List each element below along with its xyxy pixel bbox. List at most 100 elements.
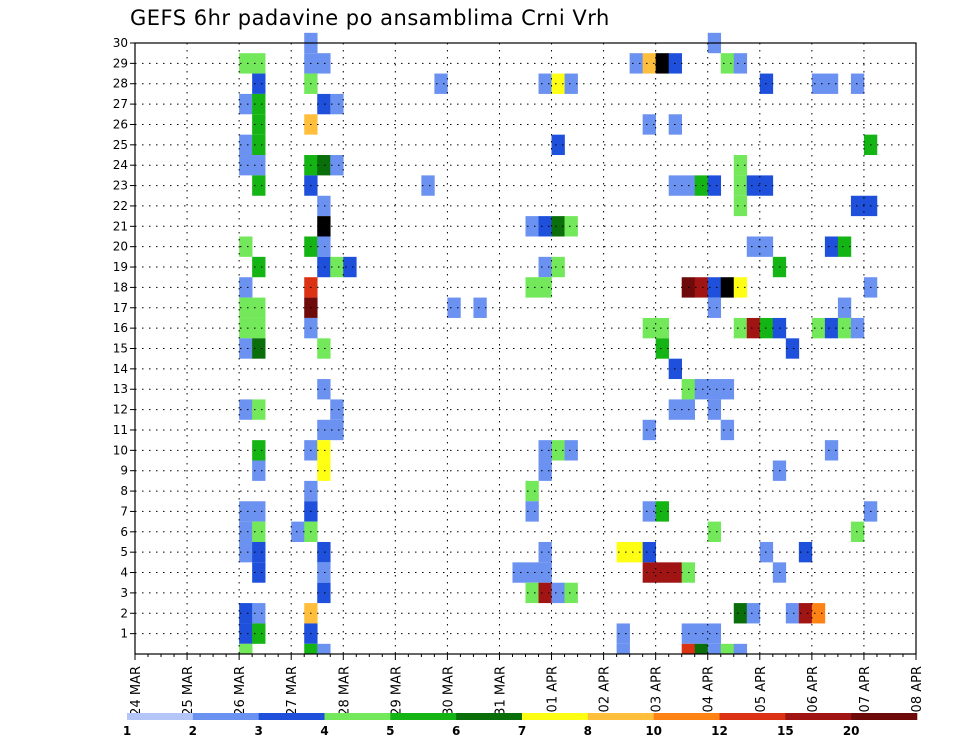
heatmap-cell bbox=[252, 155, 266, 176]
x-tick-label: 31 MAR bbox=[493, 666, 508, 716]
y-tick-label: 1 bbox=[120, 627, 128, 641]
heatmap-cell bbox=[538, 277, 552, 298]
heatmap-cell bbox=[421, 175, 435, 196]
heatmap-cell bbox=[252, 73, 266, 94]
legend-swatch bbox=[324, 713, 391, 720]
heatmap-cell bbox=[252, 562, 266, 583]
heatmap-cell bbox=[642, 541, 656, 563]
legend-swatch bbox=[851, 713, 918, 720]
y-tick-label: 4 bbox=[120, 566, 128, 580]
heatmap-cell bbox=[642, 419, 656, 441]
heatmap-cell bbox=[239, 623, 253, 644]
heatmap-cell bbox=[733, 603, 748, 624]
legend-label: 6 bbox=[452, 724, 460, 738]
y-tick-label: 6 bbox=[120, 525, 128, 539]
heatmap-cell bbox=[239, 521, 253, 542]
heatmap-cell bbox=[694, 175, 709, 196]
x-tick-label: 24 MAR bbox=[129, 666, 144, 716]
heatmap-cell bbox=[239, 236, 253, 257]
heatmap-cell bbox=[642, 562, 656, 583]
heatmap-cell bbox=[551, 440, 565, 461]
heatmap-cell bbox=[746, 603, 761, 624]
heatmap-cell bbox=[707, 175, 722, 196]
heatmap-cell bbox=[317, 256, 331, 278]
heatmap-cell bbox=[551, 134, 565, 156]
heatmap-cell bbox=[330, 93, 344, 115]
y-tick-label: 27 bbox=[113, 97, 128, 111]
heatmap-cell bbox=[746, 175, 761, 196]
heatmap-cell bbox=[538, 582, 552, 604]
heatmap-cell bbox=[252, 541, 266, 563]
heatmap-cell bbox=[655, 317, 669, 339]
heatmap-cell bbox=[330, 155, 344, 176]
heatmap-cell bbox=[525, 501, 539, 522]
heatmap-cell bbox=[239, 603, 253, 624]
heatmap-cell bbox=[317, 643, 331, 654]
legend-label: 4 bbox=[320, 724, 328, 738]
legend-label: 1 bbox=[123, 724, 131, 738]
heatmap-cell bbox=[317, 338, 331, 359]
heatmap-cell bbox=[837, 317, 852, 339]
y-tick-label: 11 bbox=[113, 423, 128, 437]
heatmap-cell bbox=[837, 236, 852, 257]
legend-swatch bbox=[785, 713, 852, 720]
x-tick-label: 06 APR bbox=[806, 666, 821, 712]
heatmap-cell bbox=[317, 93, 331, 115]
heatmap-cell bbox=[733, 175, 748, 196]
y-tick-label: 14 bbox=[113, 362, 128, 376]
legend-swatch bbox=[456, 713, 523, 720]
heatmap-cell bbox=[252, 399, 266, 420]
heatmap-cell bbox=[707, 277, 722, 298]
legend-swatch bbox=[653, 713, 720, 720]
y-tick-label: 3 bbox=[120, 586, 128, 600]
heatmap-cell bbox=[694, 379, 709, 400]
y-tick-label: 21 bbox=[113, 219, 128, 233]
heatmap-cell bbox=[252, 134, 266, 156]
x-tick-label: 28 MAR bbox=[337, 666, 352, 716]
x-tick-label: 04 APR bbox=[702, 666, 717, 712]
legend-swatch bbox=[258, 713, 325, 720]
y-tick-label: 13 bbox=[113, 382, 128, 396]
heatmap-cell bbox=[538, 541, 552, 563]
heatmap-cell bbox=[239, 277, 253, 298]
heatmap-cell bbox=[317, 236, 331, 257]
y-tick-label: 17 bbox=[113, 301, 128, 315]
heatmap-cell bbox=[317, 195, 331, 217]
heatmap-cell bbox=[538, 73, 552, 94]
heatmap-cell bbox=[811, 317, 826, 339]
y-tick-label: 8 bbox=[120, 484, 128, 498]
heatmap-cell bbox=[551, 216, 565, 237]
x-tick-label: 03 APR bbox=[650, 666, 665, 712]
heatmap-cell bbox=[850, 73, 865, 94]
y-tick-label: 23 bbox=[113, 179, 128, 193]
heatmap-cell bbox=[317, 562, 331, 583]
heatmap-cell bbox=[707, 623, 722, 644]
heatmap-cell bbox=[694, 643, 709, 654]
heatmap-cell bbox=[564, 73, 578, 94]
heatmap-cell bbox=[798, 603, 813, 624]
heatmap-cell bbox=[447, 297, 461, 318]
heatmap-cell bbox=[811, 603, 826, 624]
y-tick-label: 18 bbox=[113, 280, 128, 294]
heatmap-cell bbox=[252, 53, 266, 74]
heatmap-cell bbox=[616, 541, 630, 563]
heatmap-cell bbox=[694, 623, 709, 644]
heatmap-cell bbox=[707, 379, 722, 400]
heatmap-cell bbox=[733, 155, 748, 176]
heatmap-cell bbox=[252, 317, 266, 339]
x-tick-label: 05 APR bbox=[754, 666, 769, 712]
legend-label: 2 bbox=[189, 724, 197, 738]
heatmap-cell bbox=[317, 440, 331, 461]
y-tick-label: 12 bbox=[113, 403, 128, 417]
heatmap-cell bbox=[239, 338, 253, 359]
heatmap-cell bbox=[239, 53, 253, 74]
heatmap-cell bbox=[239, 501, 253, 522]
legend-swatch bbox=[127, 713, 194, 720]
heatmap-cell bbox=[824, 440, 839, 461]
legend-label: 5 bbox=[386, 724, 394, 738]
heatmap-cells bbox=[239, 32, 878, 654]
y-tick-label: 28 bbox=[113, 77, 128, 91]
heatmap-cell bbox=[239, 317, 253, 339]
heatmap-cell bbox=[694, 277, 709, 298]
heatmap-cell bbox=[642, 53, 656, 74]
